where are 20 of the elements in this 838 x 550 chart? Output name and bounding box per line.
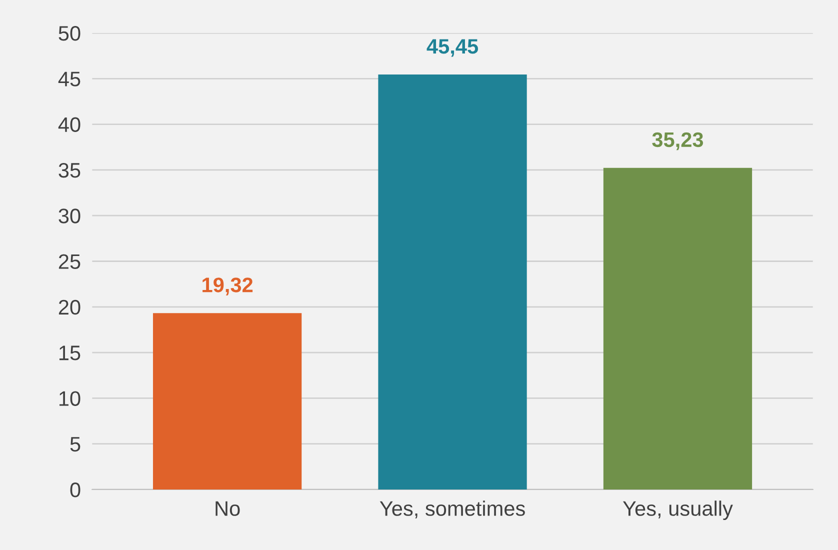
bar [378, 74, 527, 490]
y-tick-label: 0 [70, 482, 80, 498]
y-tick-label: 35 [58, 162, 80, 178]
y-tick-label: 5 [70, 437, 80, 452]
x-tick-label: No [216, 501, 240, 516]
data-label: 19,32 [202, 278, 253, 296]
bar [603, 168, 752, 490]
y-tick-label: 45 [58, 72, 80, 86]
y-tick-label: 10 [59, 391, 80, 406]
y-tick-label: 25 [58, 254, 80, 270]
y-tick-label: 15 [59, 346, 80, 360]
y-tick-label: 20 [58, 300, 80, 315]
y-tick-label: 50 [58, 26, 80, 41]
bar [152, 313, 302, 490]
x-tick-label: Yes, sometimes [380, 500, 525, 518]
data-label: 35,23 [652, 132, 704, 150]
x-tick-label: Yes, usually [622, 500, 733, 520]
y-tick-label: 40 [58, 117, 80, 132]
data-label: 45,45 [426, 39, 478, 57]
y-tick-label: 30 [58, 208, 80, 224]
